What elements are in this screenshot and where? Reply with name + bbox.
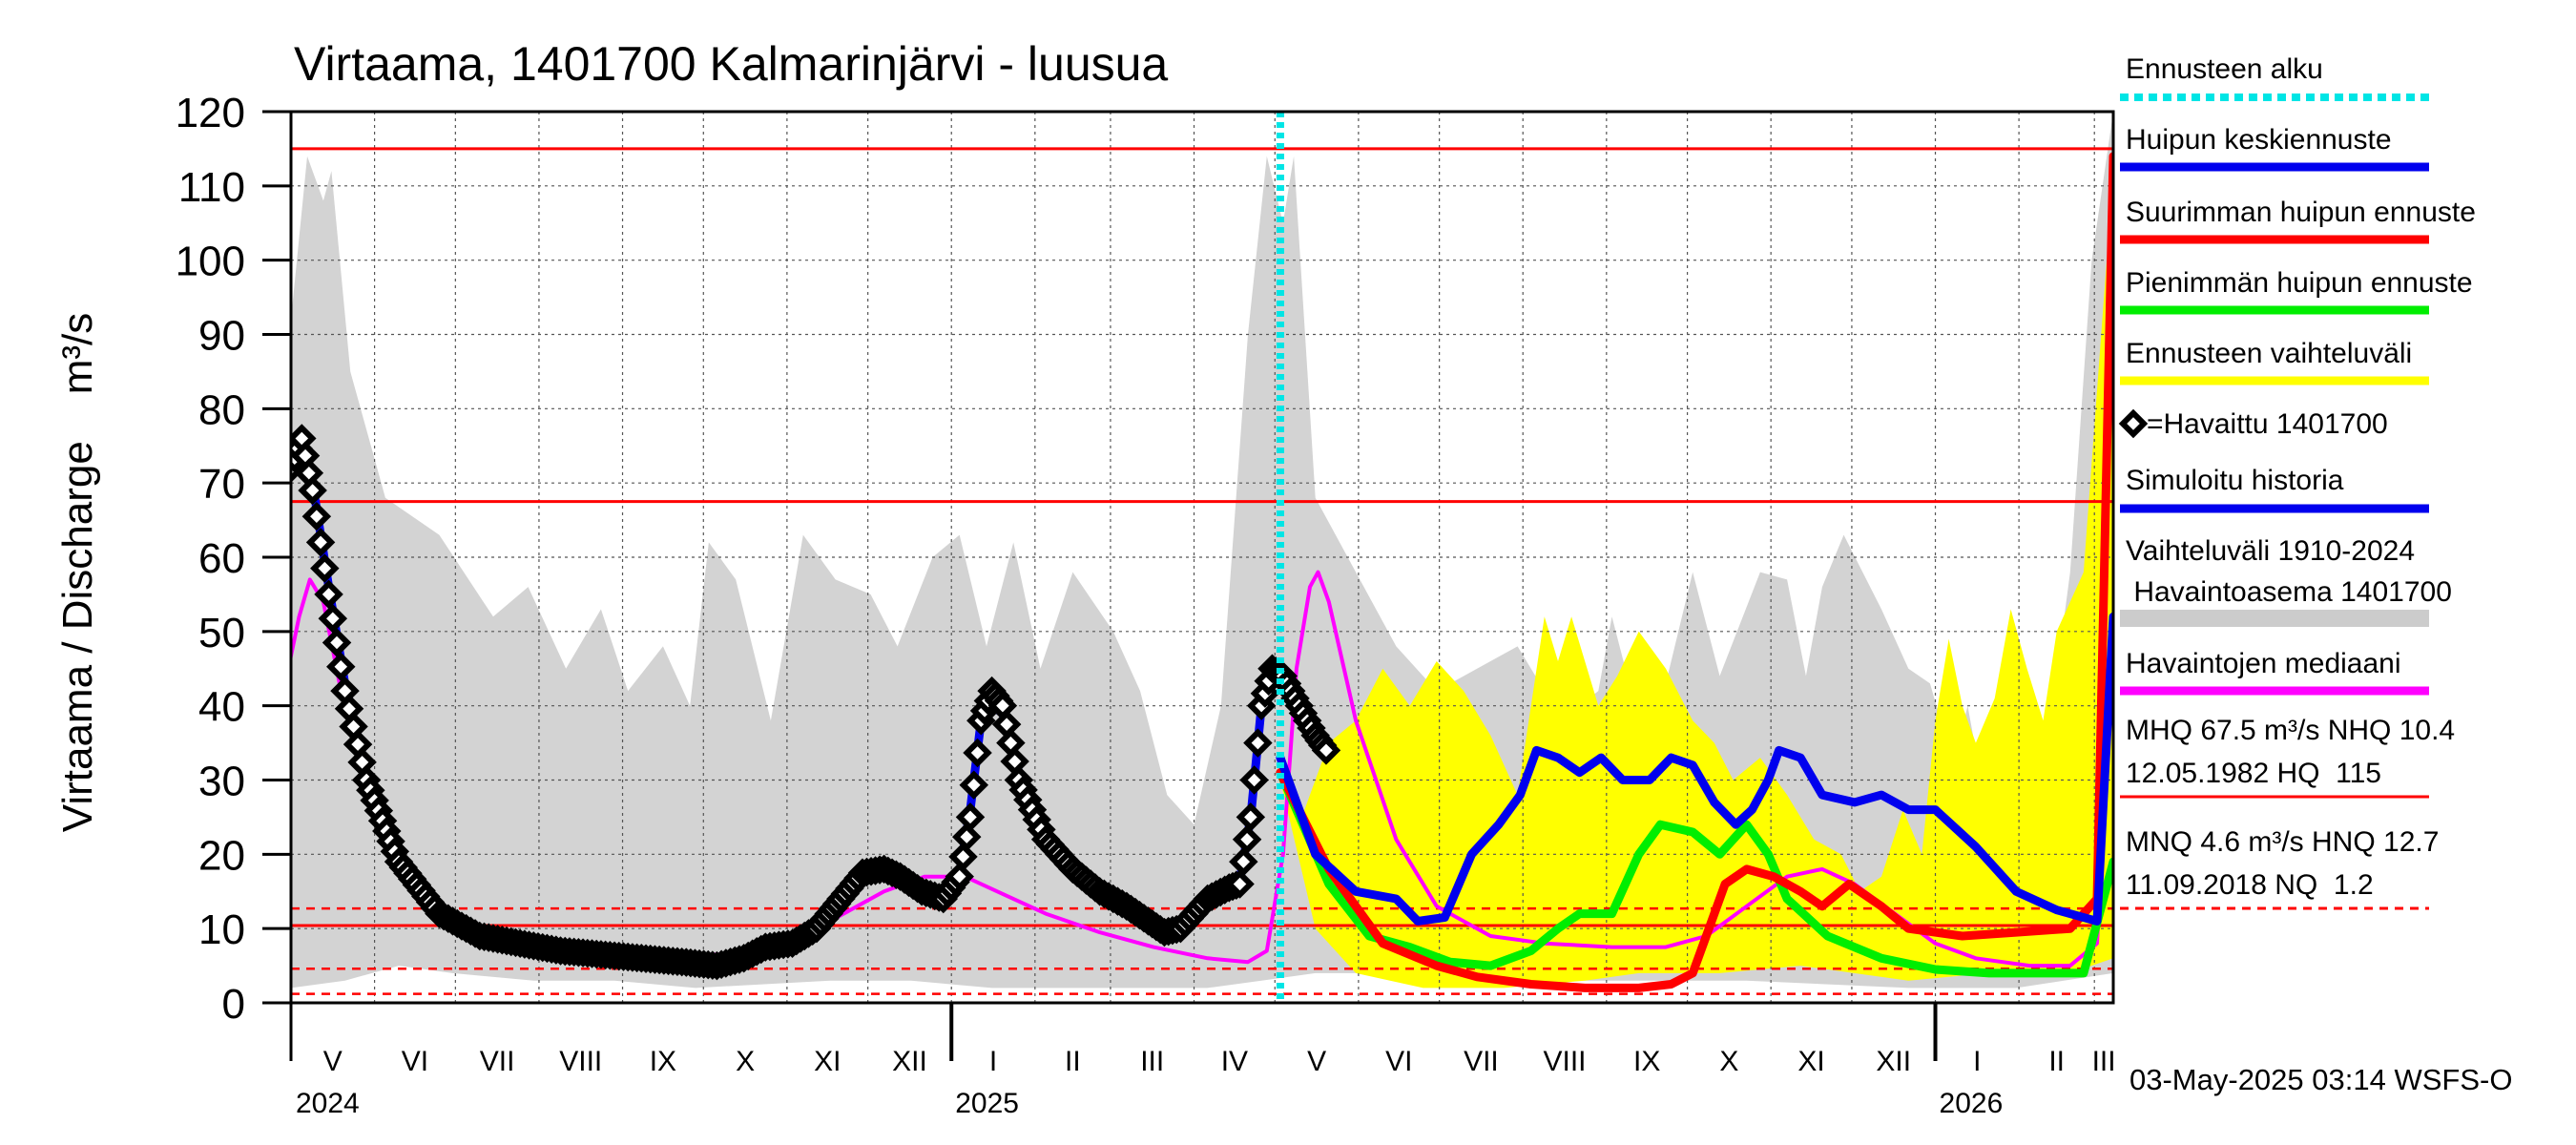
y-tick-label: 80	[198, 386, 245, 433]
observed-point	[314, 579, 343, 610]
x-month-label: IX	[650, 1046, 676, 1077]
observed-point	[310, 553, 340, 583]
observed-point	[1243, 728, 1273, 758]
legend-label: Suurimman huipun ennuste	[2126, 197, 2476, 228]
legend-label: =Havaittu 1401700	[2147, 408, 2388, 440]
y-tick-label: 40	[198, 684, 245, 731]
observed-point	[305, 528, 336, 557]
observed-point	[318, 603, 348, 634]
forecast-range-band	[1279, 171, 2113, 989]
x-month-label: VII	[1464, 1046, 1499, 1077]
x-month-label: II	[2048, 1046, 2065, 1077]
y-tick-label: 90	[198, 313, 245, 360]
mean-peak-forecast-line	[1276, 612, 2113, 926]
x-year-label: 2024	[296, 1088, 360, 1119]
x-month-label: V	[323, 1046, 343, 1077]
x-month-label: X	[1719, 1046, 1738, 1077]
x-month-label: VIII	[1544, 1046, 1587, 1077]
observed-point	[1239, 765, 1269, 795]
x-month-label: VI	[402, 1046, 428, 1077]
x-month-label: IV	[1221, 1046, 1248, 1077]
y-tick-label: 50	[198, 610, 245, 656]
observed-point	[948, 842, 978, 872]
legend-label: Pienimmän huipun ennuste	[2126, 267, 2473, 299]
y-axis: 0 10 20 30 40 50 60 70 80 90 100 110 120	[176, 90, 334, 1028]
x-month-label: II	[1065, 1046, 1081, 1077]
legend-label-line2: Havaintoasema 1401700	[2126, 576, 2452, 608]
x-axis: V VI VII VIII IX X XI XII I II III IV V VI VII VIII IX X X…	[289, 1003, 2116, 1119]
legend-label: Huipun keskiennuste	[2126, 124, 2392, 156]
legend-marker	[2118, 408, 2149, 439]
x-month-label: III	[2092, 1046, 2116, 1077]
y-tick-label: 20	[198, 832, 245, 879]
x-month-label: I	[989, 1046, 997, 1077]
x-month-label: XII	[892, 1046, 927, 1077]
x-month-label: VIII	[559, 1046, 602, 1077]
observed-point	[326, 652, 356, 682]
y-axis-label: Virtaama / Discharge m³/s	[54, 313, 101, 832]
legend: Ennusteen alku Huipun keskiennuste Suurimm…	[2118, 53, 2476, 910]
legend-label: Ennusteen alku	[2126, 53, 2323, 85]
observed-point	[1229, 846, 1258, 877]
x-month-label: XI	[814, 1046, 841, 1077]
x-month-label: VII	[480, 1046, 515, 1077]
observed-point	[955, 802, 986, 832]
observed-point	[952, 822, 982, 852]
y-tick-label: 100	[176, 239, 245, 285]
x-month-label: X	[736, 1046, 755, 1077]
y-tick-label: 30	[198, 759, 245, 805]
x-month-label: XI	[1797, 1046, 1824, 1077]
x-month-label: I	[1973, 1046, 1981, 1077]
x-year-label: 2026	[1940, 1088, 2004, 1119]
chart-title: Virtaama, 1401700 Kalmarinjärvi - luusua	[294, 37, 1168, 91]
observed-markers	[291, 424, 1341, 981]
min-peak-forecast-line	[1276, 768, 2113, 978]
observed-point	[945, 862, 974, 891]
observed-point	[1232, 824, 1262, 855]
y-tick-label: 70	[198, 461, 245, 508]
observed-point	[1311, 736, 1341, 765]
legend-label: Havaintojen mediaani	[2126, 648, 2401, 679]
x-month-label: IX	[1633, 1046, 1660, 1077]
x-month-label: III	[1140, 1046, 1164, 1077]
legend-label-line2: 12.05.1982 HQ 115	[2126, 758, 2381, 789]
reference-lines	[291, 147, 2113, 995]
legend-label-line2: 11.09.2018 NQ 1.2	[2126, 869, 2374, 901]
y-tick-label: 60	[198, 535, 245, 582]
y-tick-label: 0	[222, 981, 245, 1028]
legend-label: Vaihteluväli 1910-2024	[2126, 535, 2415, 567]
max-peak-forecast-line	[1276, 152, 2113, 992]
x-year-label: 2025	[955, 1088, 1019, 1119]
observed-point	[322, 628, 352, 657]
legend-label: MHQ 67.5 m³/s NHQ 10.4	[2126, 715, 2455, 746]
x-month-label: VI	[1385, 1046, 1412, 1077]
y-tick-label: 10	[198, 906, 245, 953]
legend-label: MNQ 4.6 m³/s HNQ 12.7	[2126, 826, 2439, 858]
legend-label: Simuloitu historia	[2126, 465, 2344, 496]
observed-point	[298, 475, 327, 506]
timestamp: 03-May-2025 03:14 WSFS-O	[2129, 1063, 2512, 1096]
observed-point	[959, 770, 989, 800]
observed-point	[301, 501, 332, 531]
x-month-label: V	[1307, 1046, 1326, 1077]
x-month-label: XII	[1876, 1046, 1911, 1077]
observed-point	[1236, 802, 1266, 832]
observed-point	[1225, 869, 1255, 899]
observed-point	[963, 738, 992, 768]
legend-label: Ennusteen vaihteluväli	[2126, 338, 2412, 369]
y-tick-label: 120	[176, 90, 245, 136]
y-tick-label: 110	[178, 164, 245, 211]
